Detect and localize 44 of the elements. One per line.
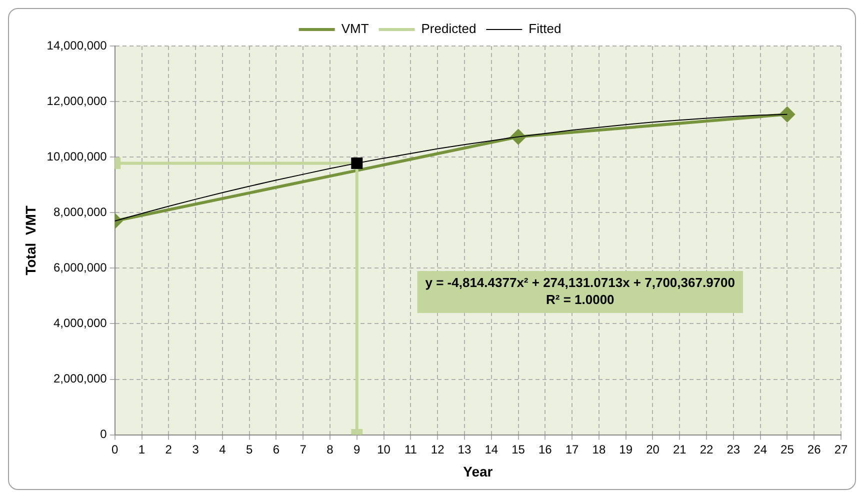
x-tick-label: 26 — [807, 442, 822, 456]
x-tick-label: 12 — [430, 442, 445, 456]
x-tick-label: 6 — [272, 442, 280, 456]
x-tick-label: 23 — [726, 442, 740, 456]
y-tick-label: 8,000,000 — [53, 204, 108, 219]
x-tick-label: 2 — [165, 442, 172, 456]
y-tick-label: 10,000,000 — [46, 149, 108, 164]
x-tick-label: 11 — [404, 442, 418, 456]
x-tick-label: 25 — [780, 442, 794, 456]
x-axis-title: Year — [463, 463, 494, 480]
x-tick-label: 3 — [192, 442, 200, 456]
y-tick-label: 6,000,000 — [53, 260, 108, 274]
x-tick-label: 14 — [484, 442, 498, 456]
x-tick-label: 4 — [219, 442, 226, 456]
legend-label: Predicted — [421, 21, 476, 36]
y-tick-label: 4,000,000 — [53, 316, 108, 330]
y-tick-label: 14,000,000 — [46, 38, 108, 52]
x-tick-label: 16 — [538, 442, 552, 456]
annotation: y = -4,814.4377x² + 274,131.0713x + 7,700,367.9700 — [425, 275, 735, 290]
x-tick-label: 5 — [246, 442, 253, 456]
x-tick-label: 24 — [754, 442, 768, 456]
x-tick-label: 7 — [300, 442, 307, 456]
y-axis-title: Total VMT — [22, 205, 38, 276]
legend-label: Fitted — [528, 21, 562, 36]
x-tick-label: 22 — [700, 442, 714, 456]
x-tick-label: 9 — [354, 442, 361, 456]
y-tick-label: 0 — [100, 427, 108, 442]
annotation: R² = 1.0000 — [546, 292, 614, 308]
x-tick-label: 1 — [138, 442, 146, 456]
x-tick-label: 10 — [377, 442, 391, 456]
x-tick-label: 27 — [834, 442, 848, 456]
x-tick-label: 8 — [326, 442, 334, 456]
x-tick-label: 15 — [512, 442, 526, 456]
x-tick-label: 19 — [619, 442, 633, 456]
y-tick-label: 2,000,000 — [53, 372, 108, 386]
x-tick-label: 20 — [646, 442, 660, 456]
x-tick-label: 0 — [112, 442, 119, 456]
x-tick-label: 21 — [672, 442, 687, 456]
point — [351, 157, 363, 169]
y-tick-label: 12,000,000 — [46, 94, 108, 108]
legend-label: VMT — [341, 21, 369, 36]
x-tick-label: 18 — [592, 442, 606, 456]
x-tick-label: 17 — [565, 442, 580, 456]
x-tick-label: 13 — [458, 442, 472, 456]
